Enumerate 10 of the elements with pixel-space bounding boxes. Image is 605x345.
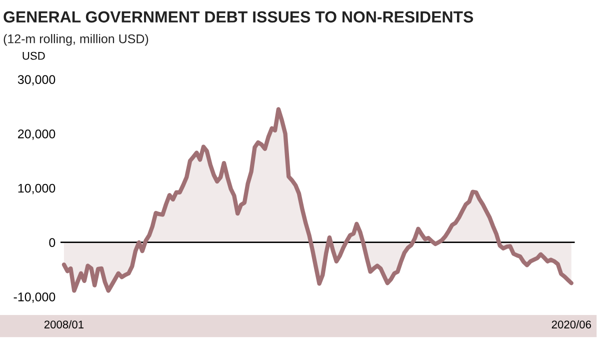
chart-subtitle: (12-m rolling, million USD): [4, 34, 148, 46]
y-tick-label: 10,000: [18, 184, 56, 194]
y-tick-label: -10,000: [14, 292, 56, 303]
y-tick-label: 0: [49, 238, 56, 248]
x-tick-label: 2020/06: [552, 320, 591, 328]
y-tick-label: 30,000: [18, 75, 56, 86]
y-axis-title: USD: [22, 52, 45, 60]
chart-title: GENERAL GOVERNMENT DEBT ISSUES TO NON-RESIDENTS: [4, 11, 474, 23]
y-tick-label: 20,000: [18, 129, 56, 140]
x-tick-label: 2008/01: [44, 320, 84, 328]
